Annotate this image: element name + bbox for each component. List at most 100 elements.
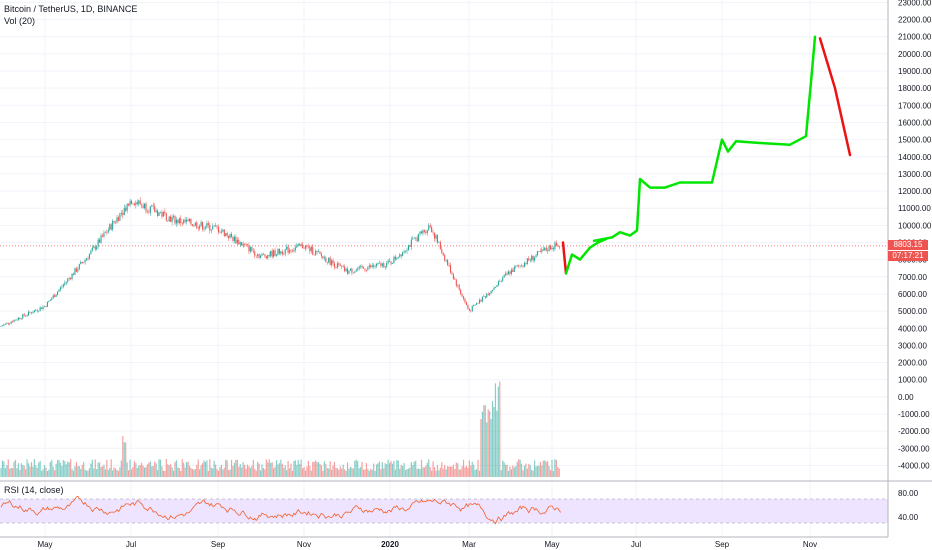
- volume-bar: [132, 467, 134, 477]
- volume-bar: [244, 464, 246, 477]
- volume-bar: [403, 463, 405, 477]
- candle-body: [9, 323, 11, 325]
- candle-body: [35, 310, 37, 311]
- candle-body: [307, 246, 309, 248]
- candle-body: [161, 212, 163, 217]
- candle-body: [325, 257, 327, 262]
- candle-body: [129, 200, 131, 206]
- volume-bar: [336, 468, 338, 477]
- candle-body: [162, 211, 164, 217]
- volume-bar: [101, 466, 104, 477]
- candle-body: [106, 232, 108, 234]
- volume-bar: [367, 468, 369, 477]
- candle-body: [345, 268, 347, 272]
- candle-body: [186, 219, 188, 222]
- volume-bar: [167, 464, 169, 477]
- candle-body: [204, 227, 206, 229]
- volume-bar: [322, 470, 324, 477]
- volume-bar: [552, 470, 555, 477]
- volume-bar: [457, 463, 459, 477]
- volume-bar: [199, 469, 201, 477]
- candle-body: [367, 267, 369, 271]
- candle-body: [42, 306, 44, 309]
- volume-bar: [478, 470, 481, 477]
- candle-body: [529, 260, 531, 261]
- candle-body: [203, 228, 205, 230]
- volume-bar: [425, 465, 427, 477]
- volume-bar: [152, 466, 154, 477]
- volume-bar: [452, 464, 454, 477]
- candle-body: [280, 251, 282, 254]
- volume-bar: [339, 466, 341, 477]
- volume-bar: [233, 462, 236, 477]
- volume-bar: [290, 463, 292, 477]
- volume-bar: [107, 469, 109, 477]
- rsi-axis-label: 40.00: [898, 513, 919, 522]
- volume-bar: [123, 442, 125, 477]
- volume-bar: [165, 459, 167, 477]
- volume-bar: [139, 465, 141, 477]
- price-axis-label: 6000.00: [898, 290, 927, 299]
- candle-body: [68, 278, 70, 279]
- rsi-legend[interactable]: RSI (14, close): [4, 485, 64, 495]
- volume-bar: [494, 383, 497, 477]
- candle-body: [309, 246, 311, 252]
- volume-bar: [49, 461, 51, 477]
- candle-body: [197, 228, 199, 229]
- volume-bar: [476, 469, 478, 477]
- symbol-title[interactable]: Bitcoin / TetherUS, 1D, BINANCE: [4, 4, 138, 14]
- candle-body: [509, 271, 511, 274]
- candle-body: [441, 249, 443, 254]
- price-axis-label: 22000.00: [898, 16, 932, 25]
- volume-bar: [428, 459, 430, 477]
- candle-body: [235, 236, 237, 244]
- candle-body: [487, 294, 489, 296]
- candle-body: [304, 245, 307, 249]
- candle-body: [120, 212, 122, 214]
- volume-bar: [429, 466, 431, 477]
- volume-bar: [183, 462, 185, 477]
- price-axis-label: 21000.00: [898, 33, 932, 42]
- price-axis-label: 0.00: [898, 393, 914, 402]
- volume-bar: [442, 468, 444, 477]
- volume-bar: [386, 464, 388, 477]
- volume-bar: [364, 469, 366, 477]
- volume-bar: [52, 466, 54, 477]
- candle-body: [171, 217, 173, 222]
- candle-body: [183, 219, 185, 224]
- candle-body: [101, 235, 104, 237]
- candle-body: [538, 251, 540, 252]
- candle-body: [499, 281, 501, 282]
- candle-body: [283, 254, 285, 255]
- volume-bar: [22, 465, 24, 477]
- projection-drawing[interactable]: [561, 35, 852, 275]
- volume-bar: [119, 467, 121, 477]
- candle-body: [142, 205, 144, 209]
- candlestick-series[interactable]: [0, 197, 560, 327]
- volume-bar: [445, 469, 447, 477]
- candle-body: [151, 205, 153, 207]
- volume-bar: [151, 466, 153, 477]
- volume-bar: [378, 461, 381, 477]
- volume-bar: [25, 469, 27, 477]
- volume-bar: [149, 461, 151, 477]
- projection-crash-stroke: [818, 37, 852, 157]
- candle-body: [352, 272, 354, 274]
- candle-body: [59, 287, 61, 290]
- candle-body: [62, 284, 64, 287]
- volume-bar: [0, 468, 2, 477]
- rsi-pane[interactable]: [0, 495, 888, 525]
- volume-bar: [120, 460, 122, 477]
- volume-bar: [493, 406, 495, 477]
- candle-body: [157, 210, 159, 216]
- volume-bar: [13, 461, 15, 477]
- candle-body: [400, 254, 402, 256]
- volume-bar: [460, 469, 462, 477]
- volume-legend[interactable]: Vol (20): [4, 16, 36, 26]
- candle-body: [178, 218, 180, 224]
- price-axis-label: 7000.00: [898, 273, 927, 282]
- volume-bar: [394, 469, 396, 477]
- candle-body: [289, 250, 291, 253]
- volume-bar: [114, 468, 117, 477]
